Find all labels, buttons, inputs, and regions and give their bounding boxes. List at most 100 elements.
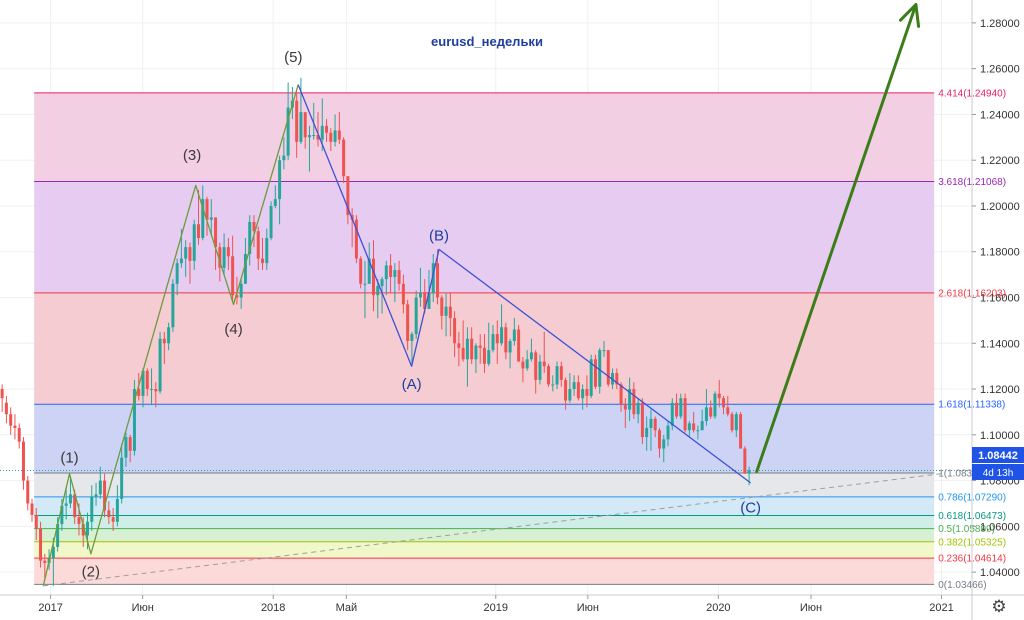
candle-body [713, 393, 717, 417]
candle-body [320, 125, 324, 140]
candle [171, 279, 175, 332]
candle-body [145, 370, 149, 390]
candle-body [743, 448, 747, 474]
price-tick-label: 1.10000 [980, 430, 1020, 442]
candle [406, 299, 410, 351]
candle [615, 368, 619, 390]
candle [436, 249, 440, 305]
candle-body [239, 283, 243, 298]
fib-zone [34, 92, 935, 182]
candle-body [640, 402, 644, 438]
candle-body [406, 304, 410, 341]
candle-body [491, 334, 495, 351]
candle [333, 114, 337, 147]
candle-body [90, 496, 94, 522]
price-axis[interactable]: 1.28000 1.26000 1.24000 1.22000 1.20000 1.180… [972, 18, 1020, 579]
candle-body [132, 389, 136, 451]
candle-body [205, 199, 209, 220]
candle-body [115, 498, 119, 522]
trend-line-dashed[interactable] [43, 473, 941, 587]
candle [243, 238, 247, 284]
price-tick-label: 1.12000 [980, 384, 1020, 396]
time-tick-label: 2021 [929, 602, 953, 614]
time-tick-label: 2019 [484, 602, 508, 614]
candle-body [666, 425, 670, 440]
candle-body [103, 480, 107, 511]
candle [320, 98, 324, 152]
candle-body [4, 402, 8, 415]
fib-level-lines [34, 92, 935, 585]
forecast-arrow-head[interactable] [898, 3, 921, 28]
candle-body [167, 327, 171, 344]
fib-level-label: 0(1.03466) [938, 580, 986, 591]
candle [709, 400, 713, 419]
wave-drawings[interactable] [42, 3, 921, 586]
price-tick-label: 1.26000 [980, 64, 1020, 76]
candle-body [436, 263, 440, 298]
candle [107, 501, 111, 525]
candle [538, 354, 542, 385]
candle-body [675, 402, 679, 417]
candle [692, 411, 696, 433]
candle-body [453, 318, 457, 344]
wave-label: (3) [183, 147, 201, 164]
candle [653, 416, 657, 438]
candle-body [363, 283, 367, 285]
candle [222, 233, 226, 275]
candlestick-series [0, 77, 751, 586]
wave-label: (A) [402, 376, 422, 393]
impulse-wave-line[interactable] [42, 84, 299, 586]
candle [717, 379, 721, 408]
candle-body [86, 521, 89, 536]
candle-body [423, 292, 427, 309]
candle [34, 508, 38, 541]
candle-body [380, 279, 384, 287]
candle [192, 219, 196, 271]
candle [542, 331, 546, 374]
candle [26, 476, 30, 511]
candle-body [286, 107, 290, 156]
candle [487, 322, 491, 367]
candle-body [222, 247, 226, 268]
candle [252, 215, 256, 248]
candle-body [17, 427, 21, 442]
candle-body [470, 338, 474, 360]
candle-body [192, 224, 196, 261]
candle-body [175, 263, 179, 284]
candle [162, 331, 166, 364]
time-tick-label: 2020 [706, 602, 730, 614]
candle-body [56, 524, 60, 547]
candle-body [342, 139, 346, 177]
candle [214, 217, 218, 271]
candle-body [214, 217, 218, 248]
candle-body [709, 407, 713, 417]
trend-line[interactable] [0, 469, 972, 587]
current-price-badge-bg [972, 447, 1024, 463]
candle [619, 382, 623, 412]
forecast-arrow-line[interactable] [755, 3, 918, 473]
candle-body [252, 221, 256, 232]
candle-body [372, 258, 375, 296]
candle [679, 393, 683, 419]
time-axis[interactable]: 2017 Июн 2018 Май 2019 Июн 2020 Июн 2021 [38, 595, 954, 614]
wave-labels: (1) (2) (3) (4) (5) (A) (B) (C) [60, 49, 761, 581]
candle-body [354, 219, 358, 259]
gear-icon[interactable]: ⚙ [991, 597, 1007, 616]
candle-body [64, 503, 68, 506]
candle-body [346, 176, 350, 216]
candle-body [568, 389, 572, 401]
candle [265, 228, 269, 271]
candle [231, 235, 235, 303]
candle-body [21, 441, 25, 481]
candle [111, 508, 115, 531]
price-tick-label: 1.24000 [980, 109, 1020, 121]
candle-body [559, 366, 563, 380]
candle [128, 434, 132, 463]
candle [363, 260, 367, 319]
candle-body [730, 414, 734, 431]
abc-correction-line[interactable] [297, 84, 751, 484]
candle [640, 398, 644, 444]
candle [132, 379, 136, 456]
candle-body [107, 510, 111, 518]
